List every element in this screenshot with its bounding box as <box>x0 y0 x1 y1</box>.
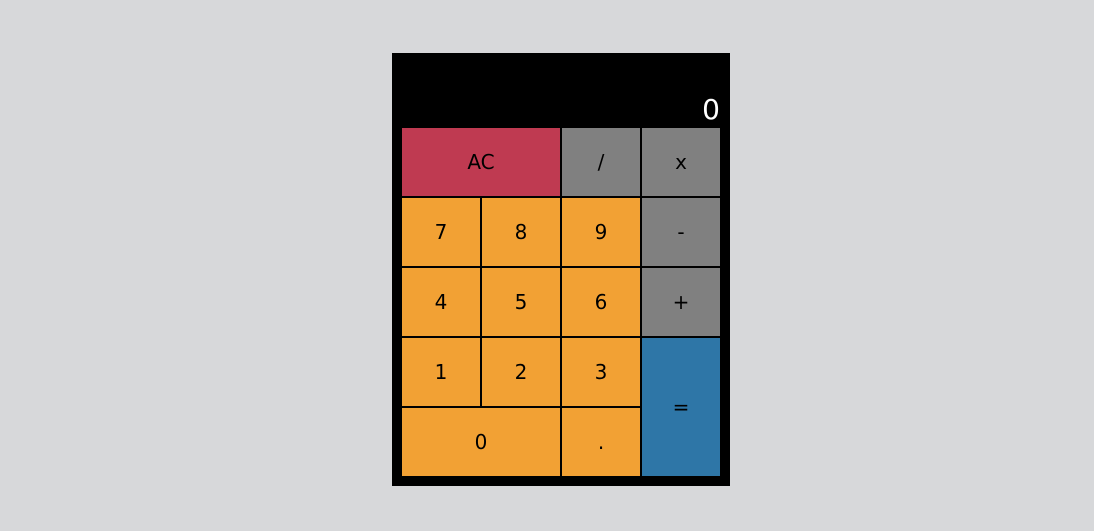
subtract-button[interactable]: - <box>641 197 721 267</box>
five-button[interactable]: 5 <box>481 267 561 337</box>
divide-button[interactable]: / <box>561 127 641 197</box>
one-button[interactable]: 1 <box>401 337 481 407</box>
six-button[interactable]: 6 <box>561 267 641 337</box>
nine-button[interactable]: 9 <box>561 197 641 267</box>
three-button[interactable]: 3 <box>561 337 641 407</box>
display: 0 <box>702 93 720 126</box>
zero-button[interactable]: 0 <box>401 407 561 477</box>
seven-button[interactable]: 7 <box>401 197 481 267</box>
add-button[interactable]: + <box>641 267 721 337</box>
multiply-button[interactable]: x <box>641 127 721 197</box>
clear-button[interactable]: AC <box>401 127 561 197</box>
calculator: 0 AC / x 7 8 9- 4 5 6 +1 2 3 = 0. <box>392 53 730 486</box>
two-button[interactable]: 2 <box>481 337 561 407</box>
eight-button[interactable]: 8 <box>481 197 561 267</box>
decimal-button[interactable]: . <box>561 407 641 477</box>
equals-button[interactable]: = <box>641 337 721 477</box>
four-button[interactable]: 4 <box>401 267 481 337</box>
